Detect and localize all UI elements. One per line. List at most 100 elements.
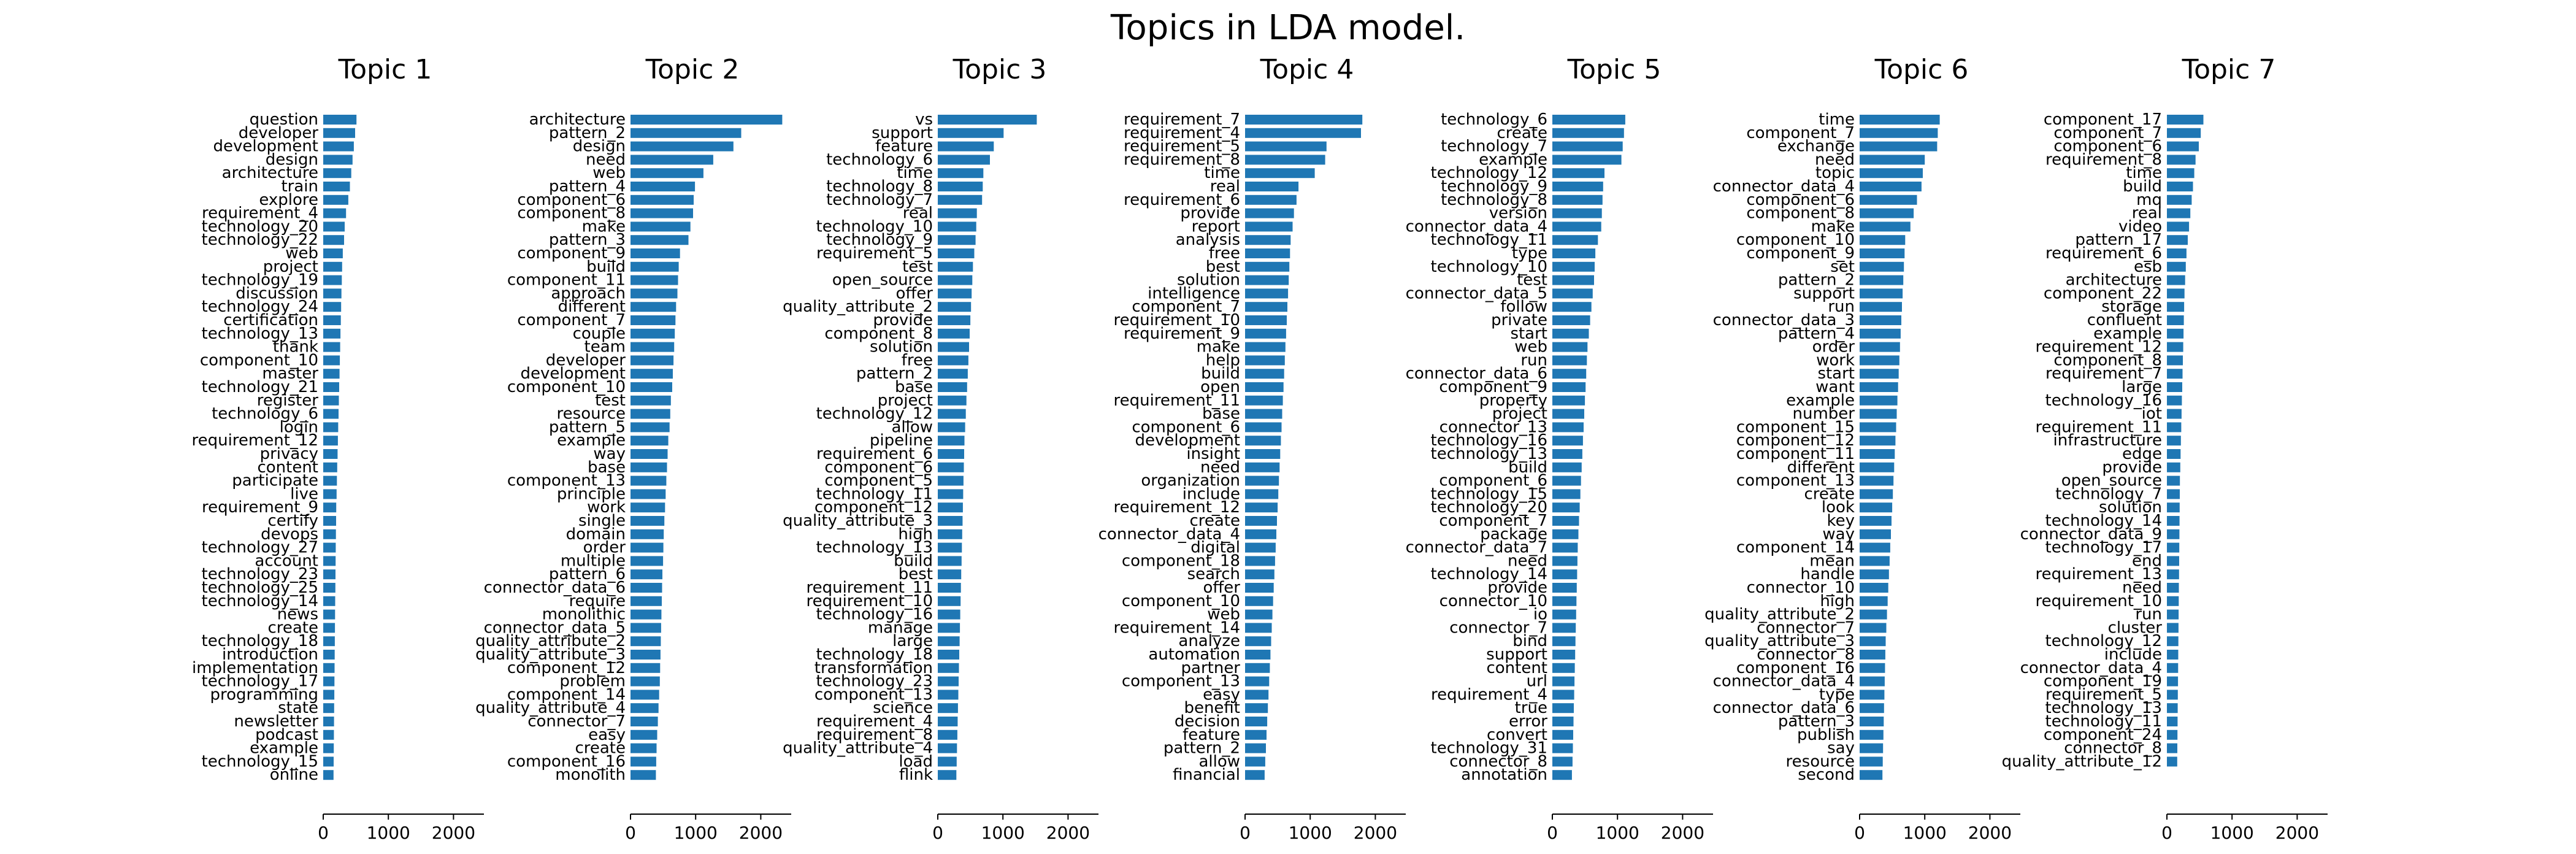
bar xyxy=(1860,115,1940,125)
bar-label: participate xyxy=(232,472,318,490)
bar xyxy=(938,168,984,179)
bar-label: cluster xyxy=(2108,618,2163,637)
panel-title: Topic 1 xyxy=(338,54,432,85)
bar xyxy=(1860,128,1938,138)
bar-label: technology_12 xyxy=(1431,164,1547,182)
bar xyxy=(2167,194,2192,205)
bar-label: handle xyxy=(1800,565,1855,583)
bar xyxy=(631,436,669,446)
bar-label: need xyxy=(1815,150,1855,169)
bar-label: technology_7 xyxy=(2055,485,2162,503)
bar-label: true xyxy=(1515,699,1547,717)
bar-label: need xyxy=(586,150,626,169)
bar xyxy=(1860,382,1898,392)
bar-label: developer xyxy=(239,124,319,142)
bar xyxy=(323,542,336,553)
bar xyxy=(631,208,693,218)
bar xyxy=(938,302,972,312)
bar xyxy=(1860,756,1883,767)
bar-label: discussion xyxy=(236,284,318,302)
bar xyxy=(1860,168,1923,179)
x-tick-label: 1000 xyxy=(2210,823,2254,843)
bar xyxy=(631,663,661,673)
bar-label: connector_10 xyxy=(1747,579,1855,597)
bar xyxy=(1552,194,1603,205)
bar-label: component_24 xyxy=(2044,726,2162,744)
bar xyxy=(631,743,657,753)
bar-label: follow xyxy=(1500,298,1547,316)
bar-label: report xyxy=(1192,217,1240,236)
bar xyxy=(938,369,968,379)
bar xyxy=(2167,729,2178,740)
bar-label: component_22 xyxy=(2044,284,2162,302)
bar xyxy=(938,489,964,499)
bar-label: technology_22 xyxy=(202,231,318,249)
bar-label: quality_attribute_2 xyxy=(783,298,933,316)
bar xyxy=(938,743,957,753)
bar xyxy=(1245,141,1327,152)
bar xyxy=(2167,596,2179,606)
bar xyxy=(1860,462,1895,472)
bar xyxy=(1552,489,1581,499)
bar xyxy=(2167,342,2183,352)
bar-label: solution xyxy=(870,338,933,356)
bar xyxy=(323,663,335,673)
bar-label: connector_data_6 xyxy=(484,579,626,597)
bar-label: pipeline xyxy=(870,431,933,450)
bar-label: component_16 xyxy=(1736,659,1855,677)
bar xyxy=(938,355,968,366)
bar xyxy=(938,422,965,433)
bar-label: component_9 xyxy=(517,244,626,263)
bar xyxy=(631,115,783,125)
bar xyxy=(1860,475,1894,486)
bar-label: online xyxy=(270,766,318,784)
bar-label: technology_23 xyxy=(202,565,318,583)
bar xyxy=(1860,703,1884,714)
bar xyxy=(631,650,661,660)
bar-label: technology_17 xyxy=(202,672,318,691)
bar-label: implementation xyxy=(192,659,318,677)
bar-label: technology_7 xyxy=(1441,137,1547,156)
bar xyxy=(1552,248,1596,258)
bar xyxy=(1860,436,1896,446)
bar-label: real xyxy=(1210,177,1240,196)
bar xyxy=(938,395,967,406)
bar xyxy=(1552,342,1588,352)
bar xyxy=(2167,302,2185,312)
bar xyxy=(938,182,983,191)
bar xyxy=(1860,663,1885,673)
bar xyxy=(2167,422,2182,433)
bar xyxy=(1860,717,1884,726)
bar-label: solution xyxy=(2099,498,2162,517)
bar xyxy=(631,395,671,406)
bar xyxy=(323,395,339,406)
bar-label: couple xyxy=(573,325,626,343)
bar-label: certification xyxy=(223,311,318,329)
bar-label: state xyxy=(278,699,318,717)
bar xyxy=(1245,609,1273,620)
bar-label: requirement_9 xyxy=(202,498,318,517)
bar xyxy=(1860,155,1925,165)
bar xyxy=(1245,729,1267,740)
bar-label: technology_15 xyxy=(1431,485,1547,503)
bar xyxy=(2167,676,2179,687)
bar xyxy=(1860,194,1917,205)
bar-label: create xyxy=(1189,512,1240,530)
bar xyxy=(631,569,662,580)
bar xyxy=(631,583,662,593)
bar-label: requirement_11 xyxy=(2035,418,2162,436)
bar xyxy=(938,596,961,606)
bar-label: quality_attribute_4 xyxy=(783,739,933,758)
bar xyxy=(938,636,960,647)
bar-label: load xyxy=(899,752,933,771)
bar-label: want xyxy=(1815,378,1855,396)
bar-label: train xyxy=(281,177,318,196)
bar-label: technology_9 xyxy=(1441,177,1547,196)
bar-label: component_19 xyxy=(2044,672,2162,691)
bar xyxy=(1860,596,1888,606)
bar xyxy=(1860,449,1895,459)
bar xyxy=(323,475,337,486)
bar-label: design xyxy=(266,150,318,169)
bar xyxy=(938,315,971,325)
bar-label: technology_14 xyxy=(2045,512,2162,530)
